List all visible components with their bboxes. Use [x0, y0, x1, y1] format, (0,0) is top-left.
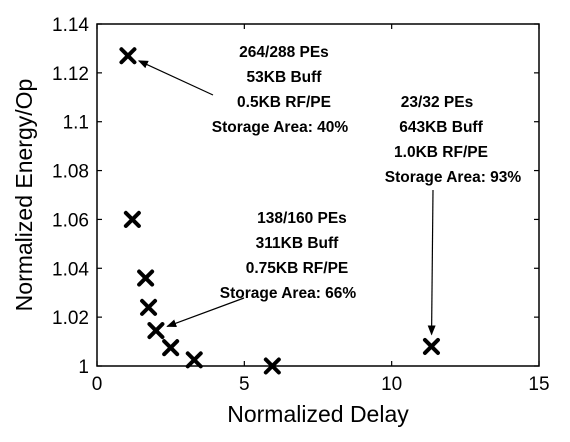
x-axis-title: Normalized Delay — [227, 401, 409, 427]
annotation-1-line-1: 264/288 PEs — [239, 44, 329, 61]
data-point — [147, 322, 165, 340]
y-tick-label: 1.14 — [52, 15, 89, 36]
annotation-3-line-3: 0.75KB RF/PE — [246, 260, 349, 277]
data-point — [263, 357, 281, 375]
x-tick-label: 0 — [92, 374, 103, 395]
y-tick-label: 1.08 — [52, 162, 89, 183]
annotation-1-line-2: 53KB Buff — [247, 69, 323, 86]
annotation-2-line-2: 643KB Buff — [399, 119, 483, 136]
annotation-3-line-2: 311KB Buff — [256, 235, 340, 252]
annotation-1: 264/288 PEs 53KB Buff 0.5KB RF/PE Storag… — [212, 44, 349, 136]
data-point — [119, 47, 137, 65]
y-tick-label: 1.02 — [52, 308, 89, 329]
annotation-2-line-3: 1.0KB RF/PE — [394, 144, 488, 161]
annotation-3-line-1: 138/160 PEs — [257, 210, 347, 227]
y-tick-label: 1.06 — [52, 210, 89, 231]
annotation-3-line-4: Storage Area: 66% — [220, 285, 357, 302]
y-axis-title: Normalized Energy/Op — [11, 79, 37, 312]
annotation-2-line-4: Storage Area: 93% — [385, 169, 522, 186]
annotation-arrow — [166, 297, 245, 328]
data-points — [119, 47, 440, 375]
data-point — [162, 339, 180, 357]
y-tick-label: 1.04 — [52, 259, 89, 280]
y-tick-label: 1 — [78, 357, 89, 378]
annotation-3: 138/160 PEs 311KB Buff 0.75KB RF/PE Stor… — [220, 210, 357, 302]
x-tick-labels: 0 5 10 15 — [92, 374, 550, 395]
annotation-arrows — [137, 60, 436, 336]
annotation-2-line-1: 23/32 PEs — [401, 94, 473, 111]
data-point — [422, 337, 440, 355]
x-tick-label: 10 — [381, 374, 402, 395]
x-tick-label: 15 — [528, 374, 549, 395]
ticks — [96, 23, 540, 367]
x-tick-label: 5 — [239, 374, 250, 395]
annotation-1-line-3: 0.5KB RF/PE — [237, 94, 331, 111]
data-point — [140, 298, 158, 316]
y-tick-label: 1.1 — [63, 113, 89, 134]
annotation-arrow — [427, 189, 436, 336]
annotation-arrow — [137, 60, 214, 96]
data-point — [137, 269, 155, 287]
data-point — [123, 210, 141, 228]
data-point — [185, 351, 203, 369]
y-tick-label: 1.12 — [52, 64, 89, 85]
annotation-1-line-4: Storage Area: 40% — [212, 119, 349, 136]
y-tick-labels: 1 1.02 1.04 1.06 1.08 1.1 1.12 1.14 — [52, 15, 89, 378]
plot-area-frame — [96, 23, 540, 367]
annotation-2: 23/32 PEs 643KB Buff 1.0KB RF/PE Storage… — [385, 94, 522, 186]
